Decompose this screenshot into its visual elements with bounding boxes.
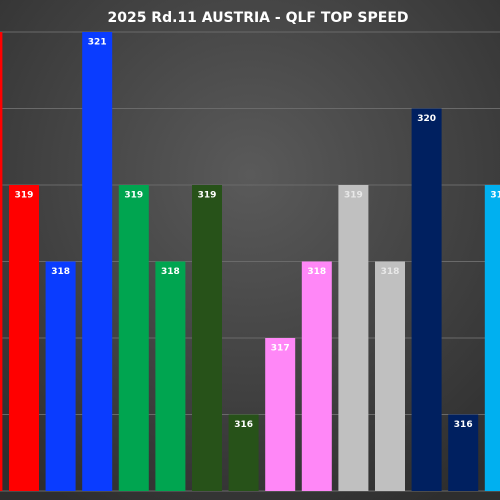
value-label: 321 [88, 38, 107, 48]
value-label: 319 [198, 191, 217, 201]
value-label: 317 [271, 344, 290, 354]
bar [265, 338, 296, 491]
chart-title: 2025 Rd.11 AUSTRIA - QLF TOP SPEED [107, 10, 408, 26]
value-label: 319 [490, 191, 500, 201]
bar [484, 185, 500, 491]
bar [338, 185, 369, 491]
value-label: 316 [234, 420, 253, 430]
bar [192, 185, 222, 491]
value-label: 318 [307, 267, 326, 277]
value-label: 319 [15, 191, 34, 201]
value-label: 320 [417, 114, 436, 124]
bar [118, 185, 149, 491]
bar [448, 414, 479, 491]
value-label: 316 [454, 420, 473, 430]
bar [45, 261, 76, 491]
value-label: 318 [381, 267, 400, 277]
bar [9, 185, 39, 491]
bar [411, 108, 442, 491]
value-label: 318 [51, 267, 70, 277]
bar [82, 32, 113, 491]
bar [375, 261, 405, 491]
bar [301, 261, 332, 491]
bar [0, 32, 3, 491]
value-label: 319 [344, 191, 363, 201]
bar [228, 414, 259, 491]
value-label: 319 [124, 191, 143, 201]
bar [155, 261, 186, 491]
value-label: 318 [161, 267, 180, 277]
